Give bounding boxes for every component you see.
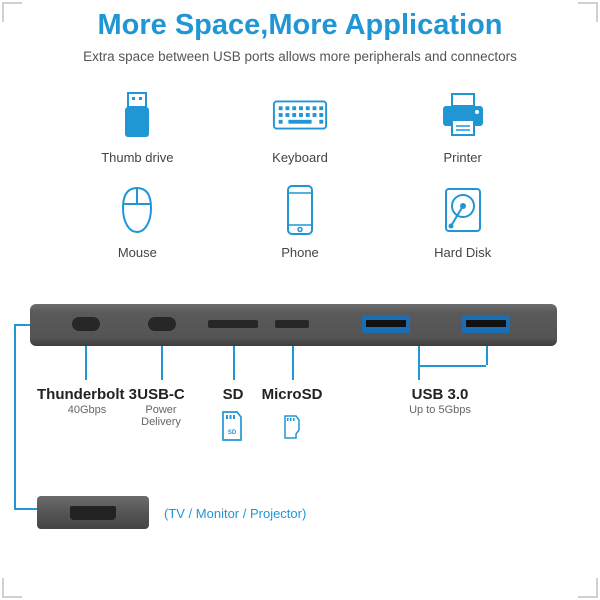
peripheral-hard-disk: Hard Disk <box>389 181 536 260</box>
peripheral-keyboard: Keyboard <box>227 86 374 165</box>
hdmi-label: (TV / Monitor / Projector) <box>164 506 306 521</box>
mouse-icon <box>108 181 166 239</box>
keyboard-icon <box>271 86 329 144</box>
hard-disk-icon <box>434 181 492 239</box>
peripheral-label: Hard Disk <box>434 245 491 260</box>
peripheral-label: Phone <box>281 245 319 260</box>
hub-diagram: Thunderbolt 3 40Gbps USB-C Power Deliver… <box>0 280 600 535</box>
port-thunderbolt-label: Thunderbolt 3 40Gbps <box>32 386 142 416</box>
peripheral-label: Mouse <box>118 245 157 260</box>
corner-bl <box>2 578 22 598</box>
svg-text:SD: SD <box>228 430 237 436</box>
port-usbc-label: USB-C Power Delivery <box>133 386 189 428</box>
port-usb3-label: USB 3.0 Up to 5Gbps <box>390 386 490 416</box>
peripheral-thumb-drive: Thumb drive <box>64 86 211 165</box>
thumb-drive-icon <box>108 86 166 144</box>
sd-card-icon: SD <box>219 410 245 442</box>
hdmi-end <box>37 496 149 529</box>
port-microsd-label: MicroSD <box>258 386 326 403</box>
peripheral-phone: Phone <box>227 181 374 260</box>
peripheral-label: Thumb drive <box>101 150 173 165</box>
corner-tl <box>2 2 22 22</box>
peripheral-label: Keyboard <box>272 150 328 165</box>
peripheral-printer: Printer <box>389 86 536 165</box>
printer-icon <box>434 86 492 144</box>
hub-body <box>30 304 557 346</box>
port-sd-label: SD <box>218 386 248 403</box>
corner-tr <box>578 2 598 22</box>
microsd-card-icon <box>282 414 302 440</box>
peripheral-label: Printer <box>444 150 482 165</box>
corner-br <box>578 578 598 598</box>
peripheral-grid: Thumb drive Keyboard <box>30 86 570 260</box>
subheadline: Extra space between USB ports allows mor… <box>30 49 570 64</box>
headline: More Space,More Application <box>30 9 570 42</box>
phone-icon <box>271 181 329 239</box>
peripheral-mouse: Mouse <box>64 181 211 260</box>
